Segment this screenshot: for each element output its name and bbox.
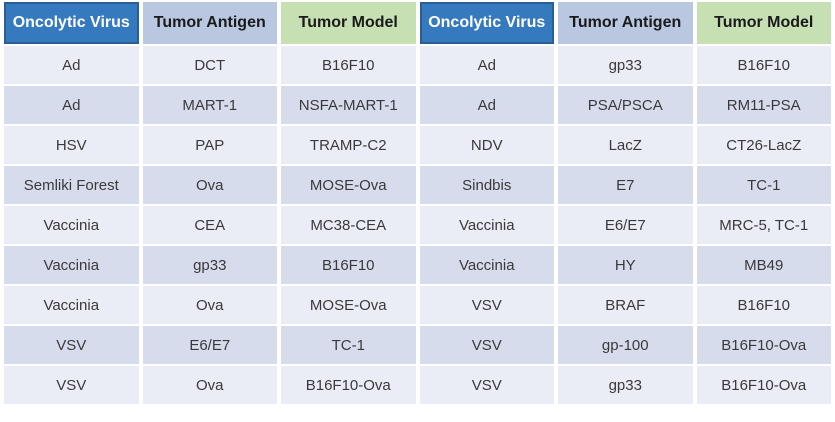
table-cell: PAP (142, 126, 277, 164)
antigen-table-head: Oncolytic Virus Tumor Antigen Tumor Model O… (4, 2, 831, 44)
table-cell: Ad (4, 86, 139, 124)
table-row: HSV PAP TRAMP-C2 NDV LacZ CT26-LacZ (4, 126, 831, 164)
table-cell: CT26-LacZ (696, 126, 831, 164)
table-cell: TC-1 (696, 166, 831, 204)
table-row: Vaccinia CEA MC38-CEA Vaccinia E6/E7 MRC-5, T… (4, 206, 831, 244)
table-cell: RM11-PSA (696, 86, 831, 124)
table-cell: B16F10-Ova (281, 366, 416, 404)
table-cell: Vaccinia (4, 286, 139, 324)
table-cell: gp33 (142, 246, 277, 284)
table-cell: TRAMP-C2 (281, 126, 416, 164)
antigen-table: Oncolytic Virus Tumor Antigen Tumor Model O… (4, 2, 831, 404)
table-cell: DCT (142, 46, 277, 84)
header-cell-oncolytic-virus-0: Oncolytic Virus (4, 2, 139, 44)
header-cell-oncolytic-virus-3: Oncolytic Virus (419, 2, 554, 44)
table-cell: MB49 (696, 246, 831, 284)
table-cell: MC38-CEA (281, 206, 416, 244)
table-cell: HY (558, 246, 693, 284)
table-row: VSV Ova B16F10-Ova VSV gp33 B16F10-Ova (4, 366, 831, 404)
table-cell: VSV (419, 286, 554, 324)
table-cell: NDV (419, 126, 554, 164)
table-cell: E6/E7 (558, 206, 693, 244)
header-row: Oncolytic Virus Tumor Antigen Tumor Model O… (4, 2, 831, 44)
table-cell: B16F10-Ova (696, 326, 831, 364)
header-cell-tumor-antigen-1: Tumor Antigen (142, 2, 277, 44)
table-cell: E7 (558, 166, 693, 204)
table-cell: B16F10 (281, 46, 416, 84)
table-cell: Ad (419, 46, 554, 84)
table-cell: VSV (419, 326, 554, 364)
table-row: Vaccinia gp33 B16F10 Vaccinia HY MB49 (4, 246, 831, 284)
table-row: Semliki Forest Ova MOSE-Ova Sindbis E7 TC-1 (4, 166, 831, 204)
table-cell: HSV (4, 126, 139, 164)
table-cell: gp-100 (558, 326, 693, 364)
table-cell: Vaccinia (419, 246, 554, 284)
table-cell: B16F10-Ova (696, 366, 831, 404)
table-cell: Ova (142, 366, 277, 404)
table-cell: MRC-5, TC-1 (696, 206, 831, 244)
header-cell-tumor-model-5: Tumor Model (696, 2, 831, 44)
table-cell: BRAF (558, 286, 693, 324)
table-cell: Ad (4, 46, 139, 84)
table-row: Ad MART-1 NSFA-MART-1 Ad PSA/PSCA RM11-PSA (4, 86, 831, 124)
table-cell: Ova (142, 166, 277, 204)
table-row: Vaccinia Ova MOSE-Ova VSV BRAF B16F10 (4, 286, 831, 324)
table-cell: E6/E7 (142, 326, 277, 364)
table-cell: VSV (4, 366, 139, 404)
table-cell: VSV (4, 326, 139, 364)
table-cell: VSV (419, 366, 554, 404)
table-cell: Vaccinia (4, 206, 139, 244)
table-cell: Sindbis (419, 166, 554, 204)
table-cell: Ova (142, 286, 277, 324)
table-cell: B16F10 (281, 246, 416, 284)
table-cell: LacZ (558, 126, 693, 164)
table-cell: CEA (142, 206, 277, 244)
antigen-table-body: Ad DCT B16F10 Ad gp33 B16F10 Ad MART-1 NSFA-MART… (4, 46, 831, 404)
table-cell: TC-1 (281, 326, 416, 364)
table-row: Ad DCT B16F10 Ad gp33 B16F10 (4, 46, 831, 84)
table-cell: gp33 (558, 366, 693, 404)
table-cell: Semliki Forest (4, 166, 139, 204)
table-cell: B16F10 (696, 46, 831, 84)
table-row: VSV E6/E7 TC-1 VSV gp-100 B16F10-Ova (4, 326, 831, 364)
table-cell: Vaccinia (4, 246, 139, 284)
table-cell: PSA/PSCA (558, 86, 693, 124)
header-cell-tumor-antigen-4: Tumor Antigen (558, 2, 693, 44)
table-cell: MART-1 (142, 86, 277, 124)
table-cell: B16F10 (696, 286, 831, 324)
table-cell: Vaccinia (419, 206, 554, 244)
table-cell: Ad (419, 86, 554, 124)
table-cell: gp33 (558, 46, 693, 84)
table-cell: MOSE-Ova (281, 166, 416, 204)
header-cell-tumor-model-2: Tumor Model (281, 2, 416, 44)
table-cell: NSFA-MART-1 (281, 86, 416, 124)
table-cell: MOSE-Ova (281, 286, 416, 324)
